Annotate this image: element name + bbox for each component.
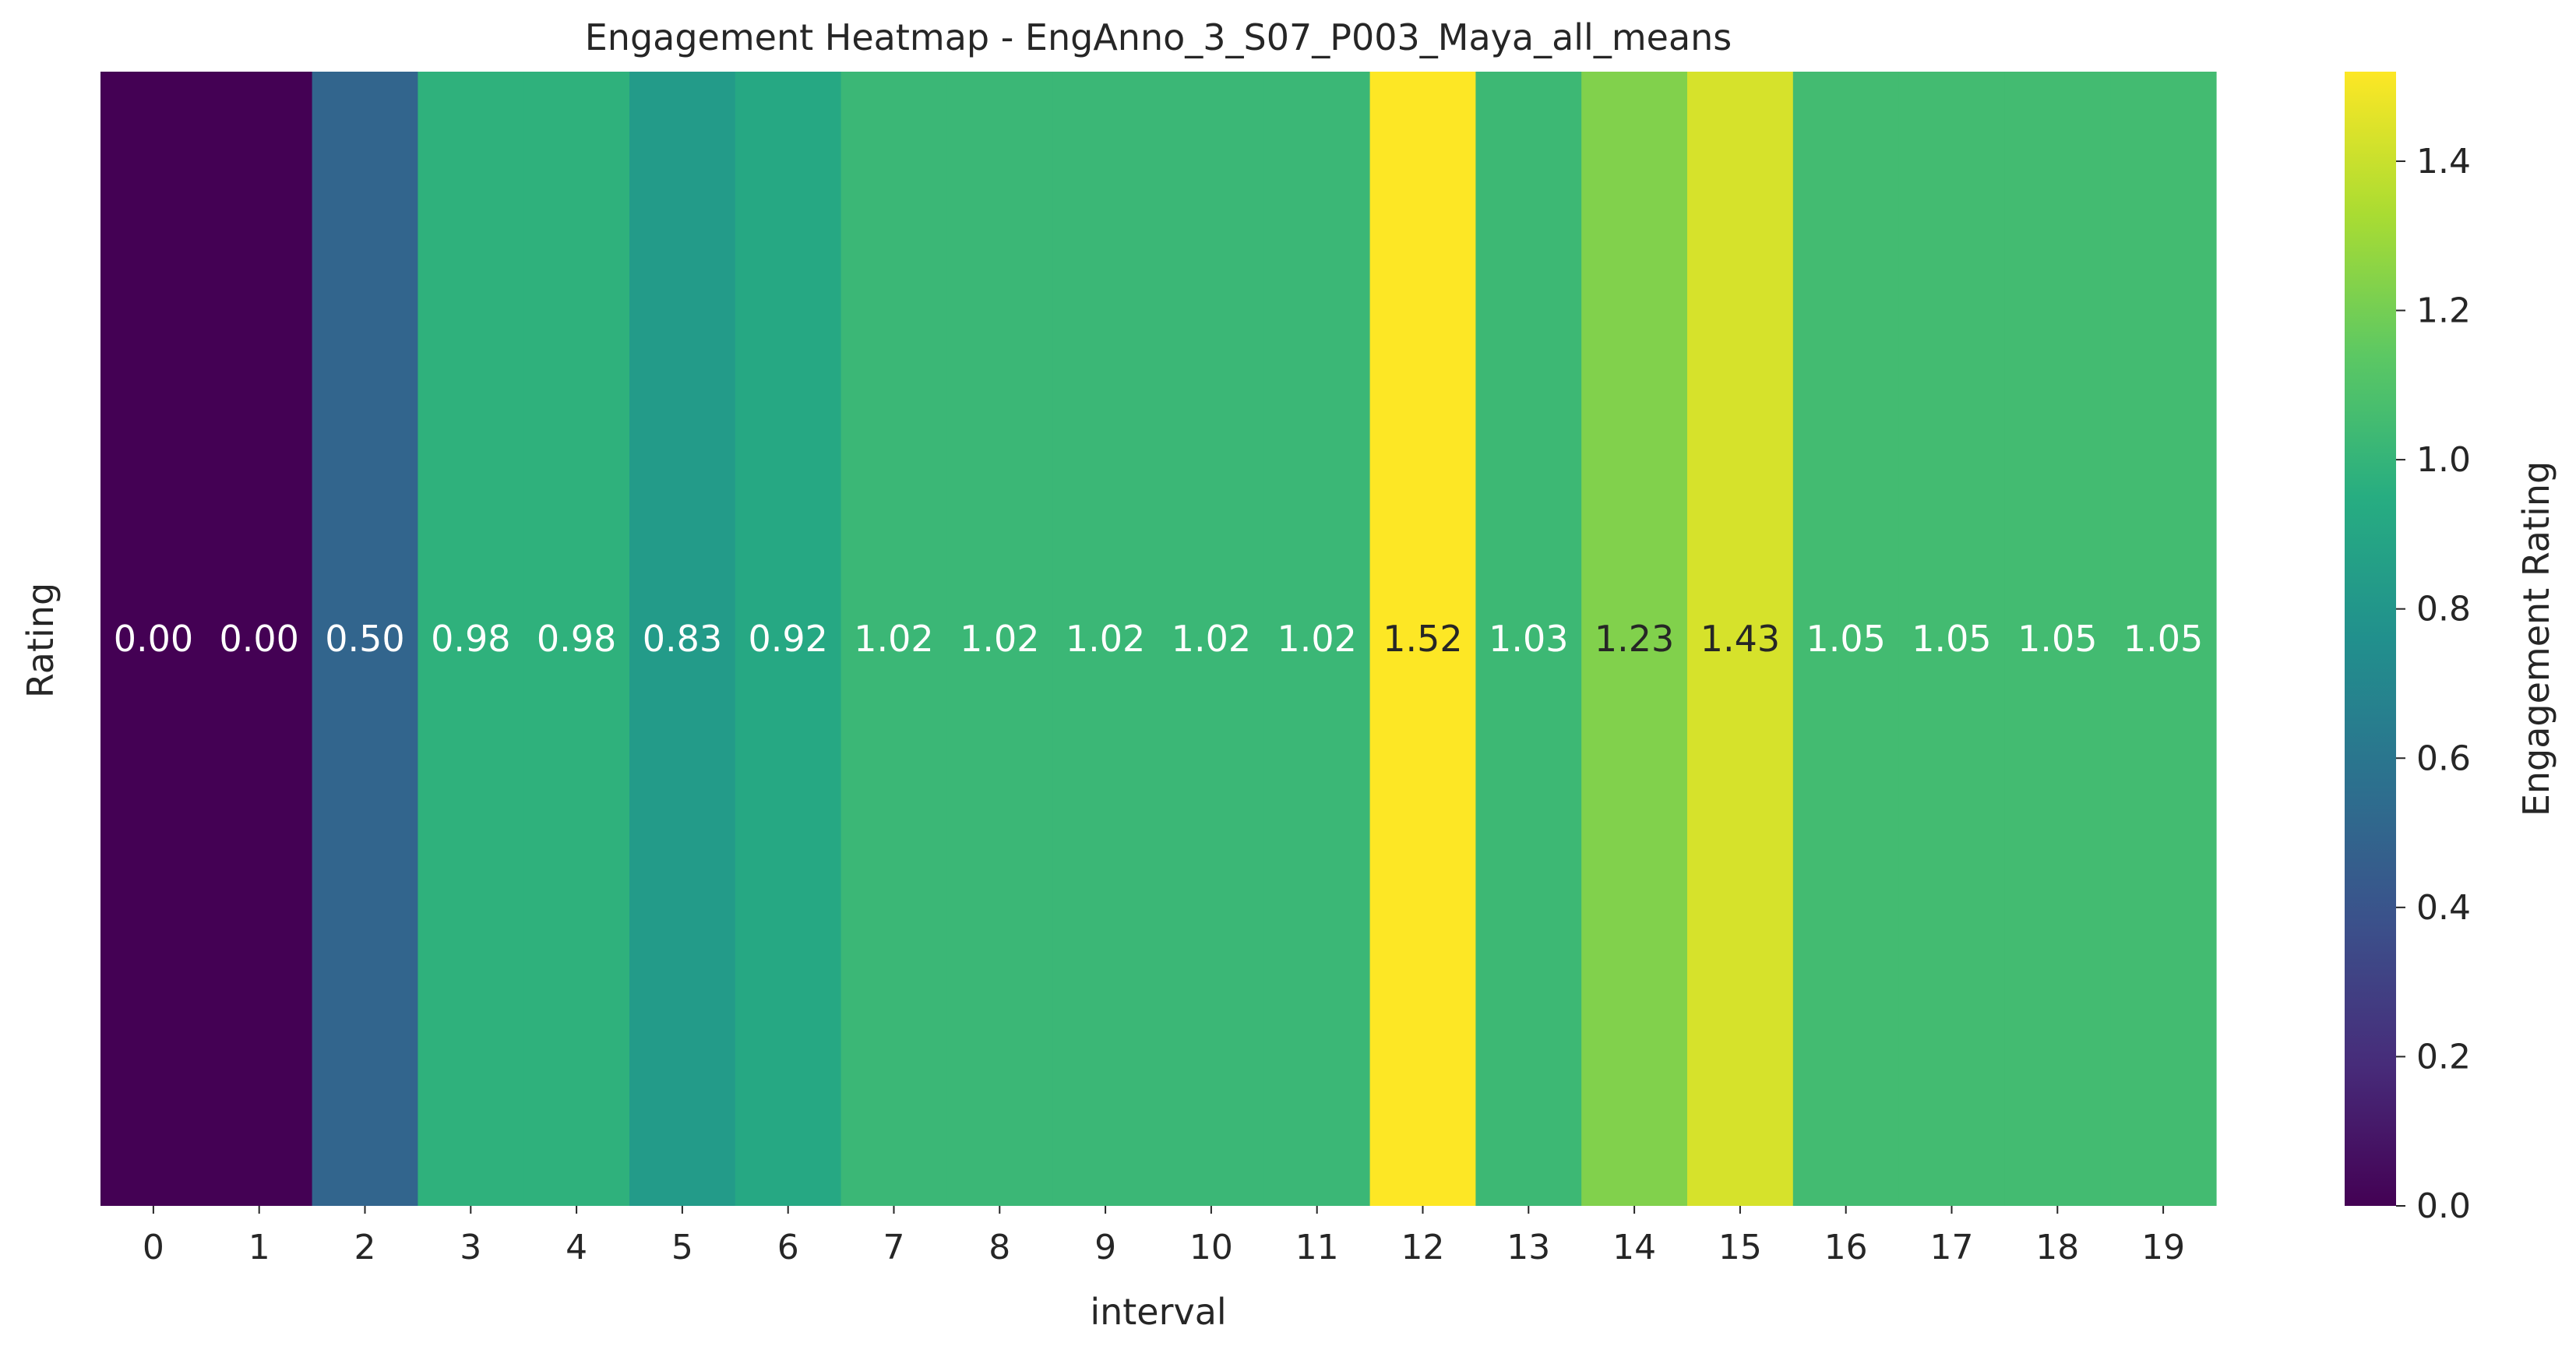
heatmap-cell-12 xyxy=(1369,72,1476,1206)
x-tick-label-14: 14 xyxy=(1612,1228,1656,1267)
colorbar-tick-label-4: 0.8 xyxy=(2416,590,2471,629)
x-tick-label-7: 7 xyxy=(883,1228,905,1267)
cell-value-label-6: 0.92 xyxy=(748,618,827,660)
x-tick-label-2: 2 xyxy=(354,1228,376,1267)
heatmap-cells xyxy=(100,72,2217,1206)
heatmap-cell-17 xyxy=(1898,72,2005,1206)
x-tick-label-19: 19 xyxy=(2141,1228,2185,1267)
colorbar-tick-label-7: 1.4 xyxy=(2416,142,2471,182)
cell-value-label-11: 1.02 xyxy=(1277,618,1356,660)
colorbar-tick-label-3: 0.6 xyxy=(2416,738,2471,778)
cell-value-label-1: 0.00 xyxy=(219,618,298,660)
x-tick-label-13: 13 xyxy=(1506,1228,1550,1267)
y-axis-label: Rating xyxy=(19,583,62,698)
colorbar-tick-label-6: 1.2 xyxy=(2416,291,2471,331)
x-tick-label-15: 15 xyxy=(1718,1228,1762,1267)
heatmap-cell-9 xyxy=(1052,72,1159,1206)
heatmap-cell-7 xyxy=(840,72,947,1206)
cell-value-label-14: 1.23 xyxy=(1595,618,1674,660)
cell-value-label-19: 1.05 xyxy=(2123,618,2203,660)
cell-value-label-12: 1.52 xyxy=(1383,618,1462,660)
x-tick-label-6: 6 xyxy=(777,1228,799,1267)
cell-value-label-16: 1.05 xyxy=(1806,618,1885,660)
cell-value-label-2: 0.50 xyxy=(325,618,404,660)
heatmap-cell-18 xyxy=(2004,72,2111,1206)
heatmap-cell-labels: 0.00 0.00 0.50 0.98 0.98 0.83 0.92 1.02 1.02 1.02… xyxy=(114,618,2204,660)
cell-value-label-5: 0.83 xyxy=(643,618,722,660)
colorbar xyxy=(2345,72,2396,1206)
x-tick-label-11: 11 xyxy=(1295,1228,1339,1267)
x-tick-label-17: 17 xyxy=(1930,1228,1974,1267)
x-tick-label-4: 4 xyxy=(566,1228,587,1267)
x-axis-ticks: 0 1 2 3 4 5 6 7 8 9 10 11 12 13 14 15 16 17 18 19 xyxy=(143,1206,2185,1267)
x-tick-label-0: 0 xyxy=(143,1228,164,1267)
cell-value-label-15: 1.43 xyxy=(1700,618,1780,660)
cell-value-label-3: 0.98 xyxy=(431,618,510,660)
colorbar-tick-label-2: 0.4 xyxy=(2416,888,2471,928)
heatmap-cell-13 xyxy=(1475,72,1582,1206)
cell-value-label-0: 0.00 xyxy=(114,618,193,660)
heatmap-cell-0 xyxy=(100,72,207,1206)
x-tick-label-1: 1 xyxy=(248,1228,270,1267)
cell-value-label-9: 1.02 xyxy=(1066,618,1145,660)
colorbar-ticks: 0.0 0.2 0.4 0.6 0.8 1.0 1.2 1.4 xyxy=(2396,142,2471,1226)
colorbar-tick-label-5: 1.0 xyxy=(2416,440,2471,480)
colorbar-label: Engagement Rating xyxy=(2515,461,2557,816)
heatmap-cell-6 xyxy=(735,72,842,1206)
heatmap-cell-11 xyxy=(1263,72,1371,1206)
heatmap-cell-5 xyxy=(629,72,736,1206)
cell-value-label-7: 1.02 xyxy=(854,618,933,660)
cell-value-label-8: 1.02 xyxy=(960,618,1039,660)
heatmap-cell-10 xyxy=(1158,72,1265,1206)
cell-value-label-10: 1.02 xyxy=(1172,618,1251,660)
x-axis-label: interval xyxy=(1090,1291,1226,1333)
heatmap-cell-15 xyxy=(1687,72,1794,1206)
heatmap-cell-19 xyxy=(2110,72,2217,1206)
x-tick-label-3: 3 xyxy=(460,1228,481,1267)
x-tick-label-18: 18 xyxy=(2035,1228,2079,1267)
heatmap-cell-14 xyxy=(1581,72,1688,1206)
x-tick-label-12: 12 xyxy=(1401,1228,1445,1267)
x-tick-label-5: 5 xyxy=(671,1228,693,1267)
heatmap-cell-16 xyxy=(1792,72,1900,1206)
cell-value-label-17: 1.05 xyxy=(1912,618,1991,660)
heatmap-cell-1 xyxy=(206,72,313,1206)
x-tick-label-10: 10 xyxy=(1189,1228,1233,1267)
colorbar-tick-label-1: 0.2 xyxy=(2416,1037,2471,1077)
heatmap-cell-3 xyxy=(418,72,524,1206)
heatmap-cell-2 xyxy=(312,72,418,1206)
x-tick-label-9: 9 xyxy=(1094,1228,1116,1267)
chart-title: Engagement Heatmap - EngAnno_3_S07_P003_… xyxy=(585,16,1732,58)
x-tick-label-8: 8 xyxy=(988,1228,1010,1267)
colorbar-tick-label-0: 0.0 xyxy=(2416,1186,2471,1226)
x-tick-label-16: 16 xyxy=(1824,1228,1868,1267)
cell-value-label-4: 0.98 xyxy=(537,618,616,660)
heatmap-cell-4 xyxy=(523,72,630,1206)
cell-value-label-18: 1.05 xyxy=(2017,618,2097,660)
cell-value-label-13: 1.03 xyxy=(1489,618,1568,660)
heatmap-cell-8 xyxy=(946,72,1053,1206)
